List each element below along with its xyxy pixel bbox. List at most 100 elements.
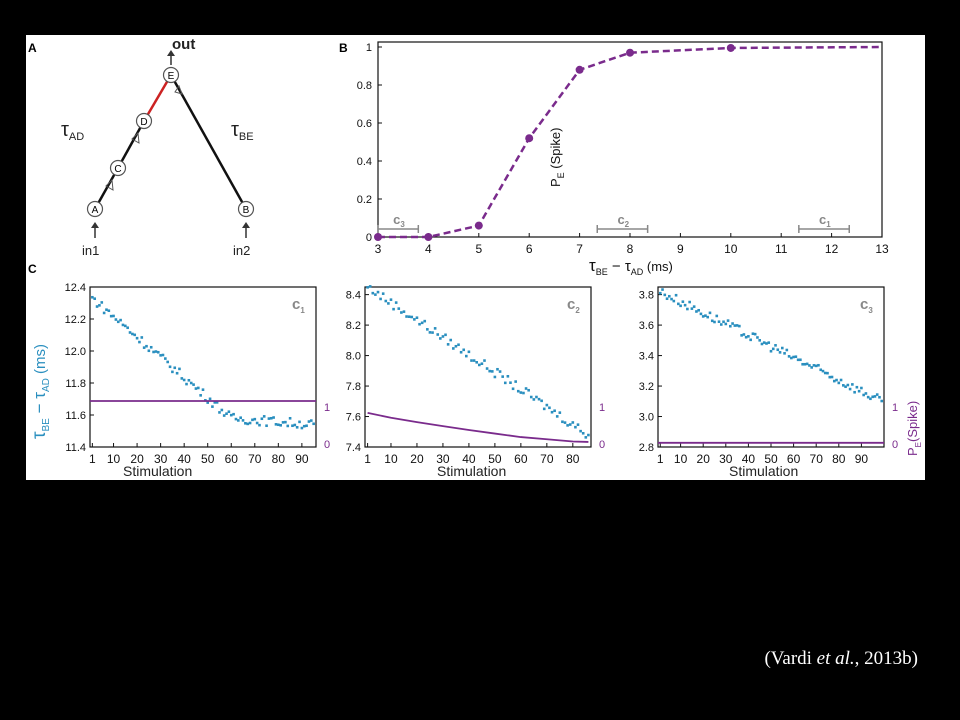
panel-c1-chart: 1 10 20 30 40 50 60 70 80 9011.411.611.812.012.21… xyxy=(29,282,330,479)
data-point xyxy=(225,412,228,415)
data-point xyxy=(251,418,254,422)
data-point xyxy=(668,294,671,298)
in1-arrowhead xyxy=(91,222,99,228)
data-point xyxy=(173,366,177,370)
subplot-label: c2 xyxy=(567,296,580,315)
data-point xyxy=(717,320,721,323)
range-label: c1 xyxy=(819,212,831,229)
data-point xyxy=(805,362,809,366)
data-point xyxy=(105,308,108,312)
y-tick-label: 3.4 xyxy=(639,351,654,363)
x-tick-label: 70 xyxy=(810,452,824,466)
data-point xyxy=(441,335,445,338)
data-point xyxy=(180,377,184,380)
panel-c2-frame xyxy=(364,286,592,448)
data-point xyxy=(475,361,479,364)
data-point xyxy=(724,322,728,326)
data-point xyxy=(196,386,200,390)
data-point xyxy=(444,333,447,337)
figure: A B C out A C D E B xyxy=(26,35,925,480)
x-tick-label: 70 xyxy=(248,452,262,466)
x-tick-label: 40 xyxy=(462,452,476,466)
data-point xyxy=(853,390,856,394)
data-point xyxy=(519,391,523,394)
data-point xyxy=(439,337,442,340)
data-point xyxy=(284,420,287,424)
x-tick-label: 20 xyxy=(410,452,424,466)
data-point xyxy=(862,393,865,397)
data-point xyxy=(140,336,144,339)
x-tick-label: 12 xyxy=(825,242,839,256)
data-point xyxy=(258,423,261,427)
data-point xyxy=(529,395,533,399)
data-point xyxy=(842,384,845,387)
data-point xyxy=(485,367,489,370)
data-point xyxy=(812,364,816,367)
data-point xyxy=(400,311,403,314)
data-point xyxy=(808,364,811,367)
data-point xyxy=(875,393,879,396)
data-point xyxy=(574,425,577,429)
x-tick-label: 7 xyxy=(576,242,583,256)
data-point xyxy=(803,362,807,366)
data-point xyxy=(109,314,113,318)
x-tick-label: 5 xyxy=(475,242,482,256)
data-point xyxy=(514,380,517,383)
data-point xyxy=(426,328,429,331)
in1-label: in1 xyxy=(82,243,99,258)
data-point xyxy=(801,362,804,366)
tau-be-label: τBE xyxy=(231,119,254,143)
data-point xyxy=(376,290,380,294)
network-diagram: out A C D E B xyxy=(61,36,255,258)
data-point xyxy=(814,364,818,368)
subplot-label: c3 xyxy=(860,296,873,315)
data-point xyxy=(832,379,836,383)
data-point xyxy=(873,395,877,398)
y-tick-label: 0.8 xyxy=(357,80,372,92)
data-point xyxy=(467,350,471,354)
data-point xyxy=(819,368,823,372)
y-tick-label: 2.8 xyxy=(639,442,654,454)
x-tick-label: 13 xyxy=(875,242,889,256)
data-point xyxy=(274,423,278,426)
data-point xyxy=(232,412,235,416)
data-point xyxy=(142,346,146,349)
data-point xyxy=(436,333,440,336)
data-point xyxy=(462,348,466,352)
data-point xyxy=(548,406,551,410)
data-point xyxy=(844,385,847,389)
svg-text:B: B xyxy=(243,205,250,216)
data-point xyxy=(246,422,250,426)
panel-b-frame xyxy=(377,41,883,238)
data-point xyxy=(389,298,393,301)
data-point xyxy=(719,323,723,326)
node-c: C xyxy=(109,159,127,177)
x-tick-label: 80 xyxy=(832,452,846,466)
data-point xyxy=(781,346,784,350)
x-tick-label: 3 xyxy=(375,242,382,256)
data-point xyxy=(751,332,755,335)
y-tick-label: 12.2 xyxy=(65,314,86,326)
synapse-e-right xyxy=(174,84,183,95)
data-point xyxy=(830,375,834,379)
x-tick-label: 10 xyxy=(107,452,121,466)
citation: (Vardi et al., 2013b) xyxy=(764,648,918,669)
y-tick-label: 0 xyxy=(366,232,372,244)
right-tick-label: 1 xyxy=(324,402,330,414)
data-point xyxy=(561,420,564,424)
x-tick-label: 10 xyxy=(674,452,688,466)
x-tick-label: 6 xyxy=(526,242,533,256)
data-point xyxy=(566,424,569,427)
data-point xyxy=(211,405,214,408)
x-tick-label: 60 xyxy=(225,452,239,466)
data-point xyxy=(699,312,703,316)
data-point xyxy=(295,426,299,429)
panel-b-chart: 3 4 5 6 7 8 9 10 11 12 13 0 0.2 0.4 0.6 0.8 1 c3 c2 c1 PE (… xyxy=(357,41,889,277)
data-point xyxy=(483,359,486,362)
data-point xyxy=(626,48,634,57)
y-tick-label: 8.0 xyxy=(346,351,361,363)
panel-c1-frame xyxy=(89,286,317,448)
series-line xyxy=(378,45,883,239)
data-point xyxy=(697,308,700,312)
right-tick-label: 0 xyxy=(599,439,605,451)
